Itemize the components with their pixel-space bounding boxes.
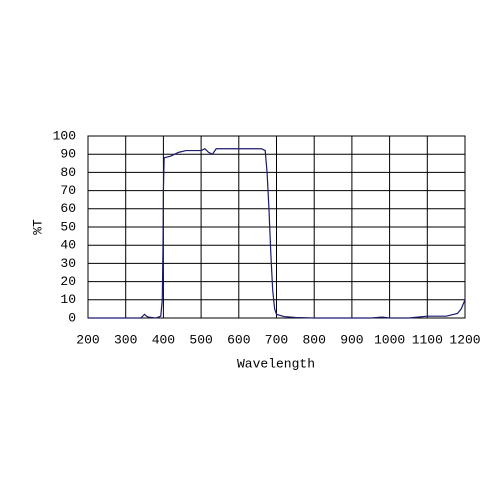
y-tick-label: 30 <box>60 256 76 271</box>
x-tick-label: 400 <box>152 332 175 347</box>
x-tick-label: 800 <box>302 332 325 347</box>
x-tick-label: 1100 <box>412 332 443 347</box>
x-tick-label: 900 <box>340 332 363 347</box>
plot-frame <box>87 135 466 319</box>
y-tick-label: 20 <box>60 274 76 289</box>
x-tick-label: 300 <box>114 332 137 347</box>
y-tick-label: 50 <box>60 219 76 234</box>
x-tick-label: 700 <box>265 332 288 347</box>
y-tick-label: 40 <box>60 238 76 253</box>
y-tick-label: 0 <box>68 310 76 325</box>
y-tick-label: 100 <box>53 128 76 143</box>
y-axis-label: %T <box>30 219 45 235</box>
x-tick-label: 200 <box>76 332 99 347</box>
x-tick-label: 1200 <box>449 332 480 347</box>
x-tick-label: 600 <box>227 332 250 347</box>
y-tick-label: 10 <box>60 292 76 307</box>
data-line <box>88 148 466 319</box>
x-tick-label: 1000 <box>374 332 405 347</box>
x-axis-label: Wavelength <box>237 356 315 371</box>
y-tick-label: 90 <box>60 147 76 162</box>
y-tick-label: 80 <box>60 165 76 180</box>
y-tick-label: 70 <box>60 183 76 198</box>
x-tick-label: 500 <box>189 332 212 347</box>
y-tick-label: 60 <box>60 201 76 216</box>
